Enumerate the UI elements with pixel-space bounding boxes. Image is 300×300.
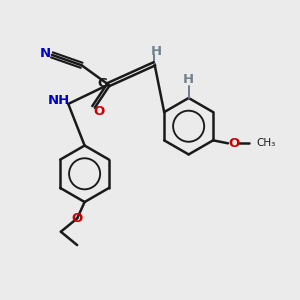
Text: H: H (183, 73, 194, 86)
Text: C: C (97, 76, 107, 90)
Text: O: O (228, 137, 239, 150)
Text: H: H (150, 45, 161, 58)
Text: CH₃: CH₃ (256, 138, 275, 148)
Text: O: O (71, 212, 82, 226)
Text: N: N (40, 47, 51, 60)
Text: NH: NH (48, 94, 70, 107)
Text: O: O (94, 105, 105, 118)
